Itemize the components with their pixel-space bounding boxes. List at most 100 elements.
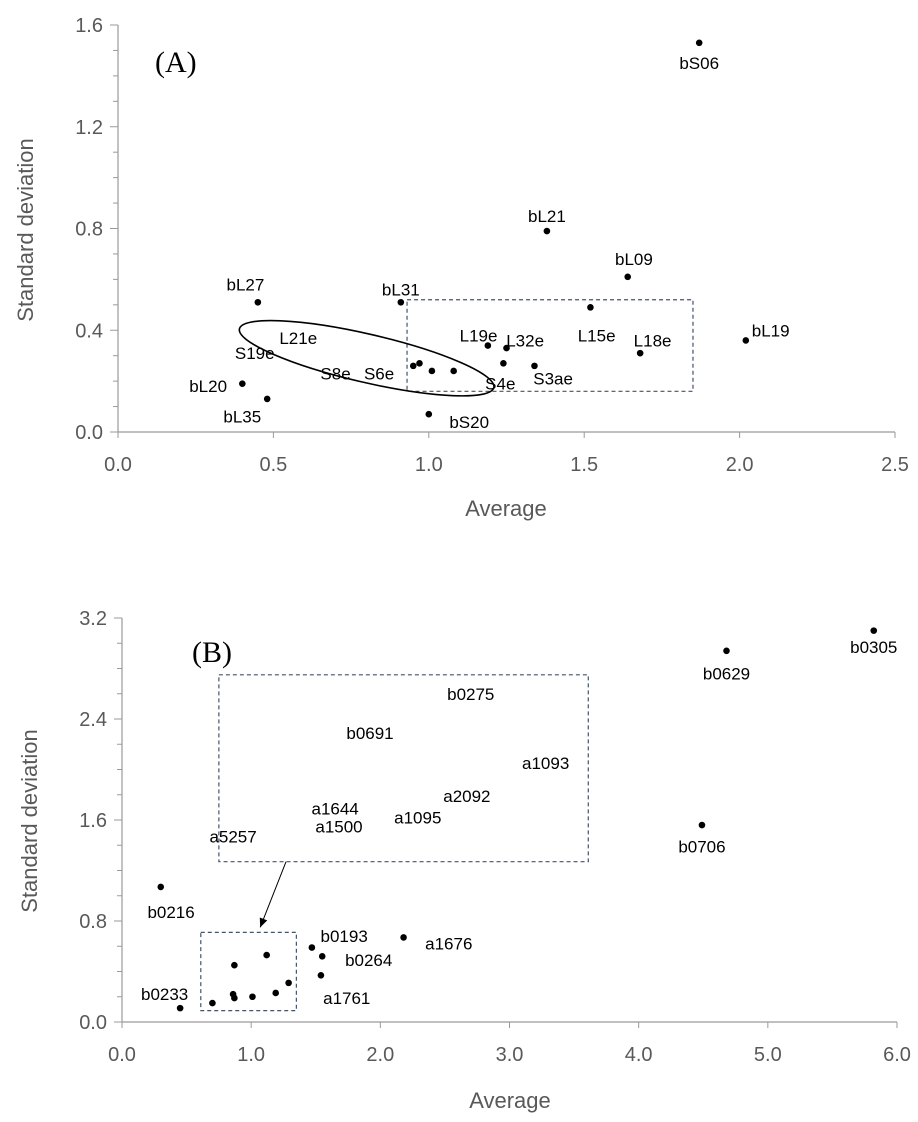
x-tick-label: 1.0	[237, 1044, 265, 1066]
y-tick-label: 2.4	[79, 709, 107, 731]
point-label: bL20	[189, 377, 227, 396]
y-axis-title-a: Standard deviation	[13, 138, 38, 321]
cluster-ellipse	[238, 319, 495, 397]
data-point	[531, 362, 538, 370]
point-labels-b: b0305 b0629 b0706 b0216 a1676 b0193 b0264 a1761…	[141, 638, 897, 1008]
data-point	[209, 999, 216, 1007]
x-tick-label: 0.5	[259, 454, 287, 476]
point-label: L15e	[578, 326, 616, 345]
y-tick-label: 0.8	[79, 911, 107, 933]
x-tick-label: 0.0	[108, 1044, 136, 1066]
y-tick-label: 0.4	[75, 320, 103, 342]
point-label: b0216	[147, 903, 194, 922]
point-label: a1676	[425, 935, 472, 954]
point-label: bL35	[223, 408, 261, 427]
point-labels-a: bS06 bL21 bL09 bL19 bL27 bL31 L15e L18e L19e L32e…	[189, 54, 789, 432]
point-label: bS20	[449, 413, 489, 432]
x-tick-label: 2.0	[726, 454, 754, 476]
x-axis-title-a: Average	[465, 496, 547, 521]
data-point	[239, 380, 246, 387]
point-label: b0305	[850, 638, 897, 657]
data-point	[308, 944, 316, 951]
point-label: a1095	[394, 808, 441, 827]
point-label: a5257	[209, 827, 256, 846]
data-point	[698, 821, 706, 829]
data-point	[723, 647, 730, 655]
point-label: L32e	[506, 331, 544, 350]
point-label: L18e	[634, 331, 672, 350]
panel-label-b: (B)	[192, 636, 232, 669]
ticks-b: 0.0 1.0 2.0 3.0 4.0 5.0 6.0 0.0 0.8 1.6 2.4 3.2	[79, 608, 911, 1066]
data-point	[263, 951, 270, 959]
data-point	[484, 342, 492, 349]
chart-b: 0.0 1.0 2.0 3.0 4.0 5.0 6.0 0.0 0.8 1.6 2.4 3.2 b03…	[17, 608, 911, 1113]
dashed-box-b	[200, 931, 297, 1012]
data-point	[636, 349, 644, 357]
point-label: b0691	[346, 724, 393, 743]
data-point	[285, 979, 292, 987]
point-label: bL09	[615, 250, 653, 269]
point-label: L21e	[279, 329, 317, 348]
points-a	[239, 39, 750, 418]
arrow-head	[259, 917, 268, 928]
data-point	[409, 362, 417, 370]
data-point	[317, 971, 325, 979]
point-label: L19e	[460, 326, 498, 345]
x-tick-label: 2.5	[881, 454, 909, 476]
dashed-box	[406, 299, 694, 392]
ellipse-group-a	[238, 319, 495, 397]
data-point	[624, 273, 632, 281]
data-point	[695, 39, 703, 47]
data-point	[397, 298, 405, 306]
point-label: b0275	[447, 685, 494, 704]
arrow-line	[259, 861, 287, 928]
data-point	[500, 360, 507, 367]
point-label: S4e	[485, 375, 515, 394]
dashed-box-a	[406, 299, 694, 392]
point-label: b0193	[321, 927, 368, 946]
point-label: bL31	[382, 281, 420, 300]
panel-label-a: (A)	[155, 46, 197, 79]
ticks-a: 0.0 0.5 1.0 1.5 2.0 2.5 0.0 0.4 0.8 1.2 1.6	[75, 15, 909, 476]
point-label: a1761	[323, 989, 370, 1008]
point-label: b0264	[345, 951, 392, 970]
point-label: bL21	[528, 207, 566, 226]
point-label: b0629	[703, 665, 750, 684]
data-point	[272, 989, 280, 997]
y-tick-label: 1.6	[79, 810, 107, 832]
y-tick-label: 1.2	[75, 117, 103, 139]
x-tick-label: 5.0	[754, 1044, 782, 1066]
point-label: S3ae	[533, 370, 573, 389]
data-point	[176, 1004, 184, 1012]
data-point	[157, 883, 165, 891]
data-point	[231, 994, 238, 1002]
data-point	[742, 337, 750, 344]
inset-box-b	[218, 674, 589, 863]
point-label: b0706	[678, 838, 725, 857]
point-label: a2092	[443, 787, 490, 806]
data-point	[503, 344, 510, 352]
x-tick-label: 3.0	[496, 1044, 524, 1066]
arrow-b	[259, 861, 287, 928]
x-axis-title-b: Average	[469, 1088, 551, 1113]
chart-a: 0.0 0.5 1.0 1.5 2.0 2.5 0.0 0.4 0.8 1.2 1.6 bS06 bL…	[13, 15, 909, 521]
dashed-box	[200, 931, 297, 1012]
y-tick-label: 3.2	[79, 608, 107, 630]
y-tick-label: 0.0	[75, 422, 103, 444]
x-tick-label: 2.0	[366, 1044, 394, 1066]
point-label: a1500	[315, 817, 362, 836]
x-tick-label: 6.0	[883, 1044, 911, 1066]
data-point	[318, 953, 326, 960]
point-label: bL19	[752, 321, 790, 340]
data-point	[400, 934, 407, 941]
y-tick-label: 0.0	[79, 1012, 107, 1034]
data-point	[450, 367, 457, 375]
data-point	[249, 993, 256, 1001]
y-tick-label: 1.6	[75, 15, 103, 37]
y-tick-label: 0.8	[75, 219, 103, 241]
data-point	[428, 367, 436, 375]
data-point	[231, 961, 238, 969]
inset-box	[218, 674, 589, 863]
data-point	[416, 360, 423, 367]
data-point	[870, 627, 878, 634]
